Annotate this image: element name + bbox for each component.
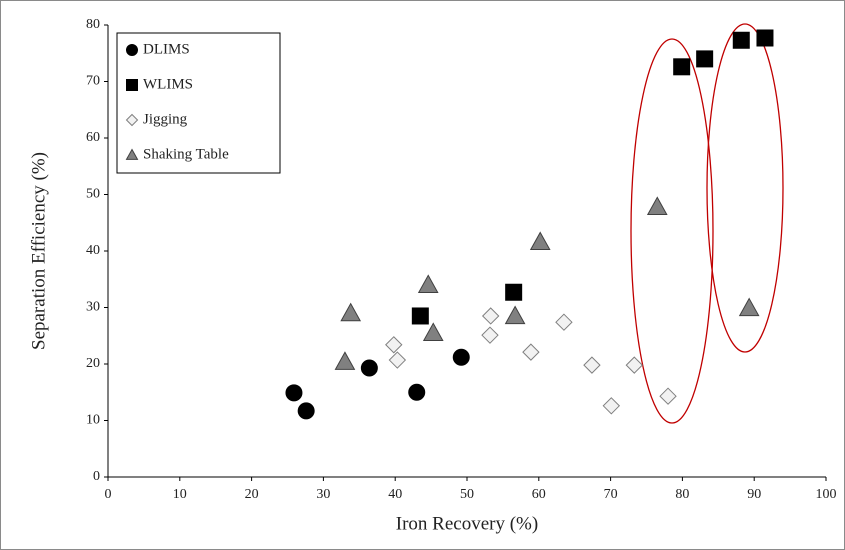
highlight-ellipse	[630, 38, 714, 424]
x-tick-label: 70	[604, 487, 618, 502]
point	[659, 387, 677, 405]
point	[732, 31, 750, 49]
y-tick-label: 10	[86, 413, 100, 428]
y-tick-label: 20	[86, 356, 100, 371]
legend-label: Jigging	[143, 111, 188, 127]
x-tick-label: 50	[460, 487, 474, 502]
point	[385, 336, 403, 354]
point	[522, 343, 540, 361]
point	[625, 356, 644, 374]
x-tick-label: 90	[747, 487, 761, 502]
point	[481, 307, 500, 325]
point	[452, 348, 470, 366]
legend-label: WLIMS	[143, 76, 193, 92]
highlight-ellipse	[706, 23, 784, 353]
x-tick-label: 100	[816, 487, 837, 502]
x-tick-label: 10	[173, 487, 187, 502]
point	[583, 356, 601, 374]
x-tick-label: 80	[675, 487, 689, 502]
y-tick-label: 60	[86, 130, 100, 145]
point	[285, 384, 303, 402]
legend-marker	[125, 113, 139, 127]
x-tick-label: 60	[532, 487, 546, 502]
x-axis-title: Iron Recovery (%)	[396, 513, 538, 534]
point	[504, 305, 526, 325]
x-tick-label: 20	[245, 487, 259, 502]
point	[673, 58, 691, 76]
x-tick-label: 30	[316, 487, 330, 502]
point	[411, 307, 429, 325]
point	[756, 29, 774, 47]
point	[417, 274, 439, 293]
point	[388, 351, 407, 369]
y-tick-label: 0	[93, 469, 100, 484]
point	[297, 402, 315, 420]
legend-marker	[126, 44, 138, 56]
y-tick-label: 50	[86, 187, 100, 202]
legend-label: Shaking Table	[143, 146, 229, 162]
legend-marker	[125, 148, 139, 160]
y-tick-label: 80	[86, 17, 100, 32]
y-tick-label: 70	[86, 74, 100, 89]
legend-label: DLIMS	[143, 41, 190, 57]
point	[422, 322, 444, 342]
point	[738, 297, 760, 317]
point	[602, 397, 621, 415]
point	[555, 313, 573, 331]
point	[529, 231, 551, 251]
point	[505, 283, 523, 301]
point	[481, 326, 499, 344]
x-tick-label: 40	[388, 487, 402, 502]
legend-marker	[126, 79, 138, 91]
point	[360, 359, 378, 377]
x-tick-label: 0	[105, 487, 112, 502]
point	[646, 196, 668, 216]
y-axis-title: Separation Efficiency (%)	[28, 152, 49, 350]
legend	[116, 32, 281, 174]
y-tick-label: 30	[86, 300, 100, 315]
point	[334, 351, 356, 370]
point	[408, 383, 426, 401]
y-tick-label: 40	[86, 243, 100, 258]
point	[696, 50, 714, 68]
point	[340, 302, 362, 322]
